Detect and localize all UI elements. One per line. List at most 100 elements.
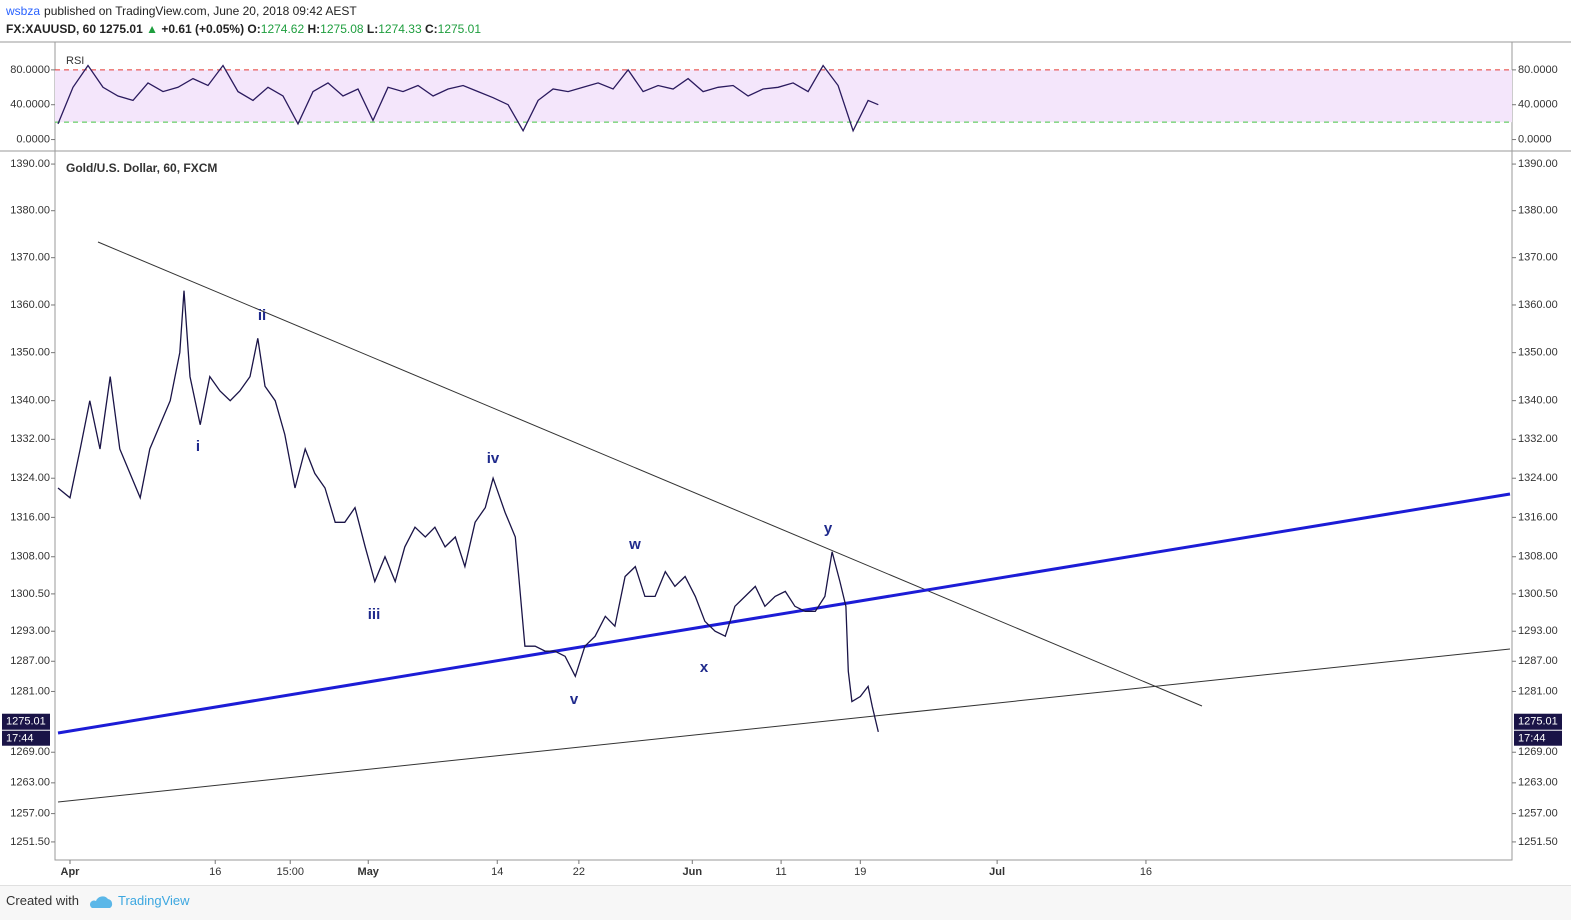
y-tick-label: 40.0000 <box>1518 99 1558 111</box>
y-tick-label: 1269.00 <box>10 746 50 758</box>
y-tick-label: 1390.00 <box>1518 158 1558 170</box>
symbol-line: FX:XAUUSD, 60 1275.01 ▲ +0.61 (+0.05%) O… <box>6 22 481 36</box>
author[interactable]: wsbza <box>6 4 41 18</box>
x-tick-label: 14 <box>491 866 503 878</box>
trendline <box>57 648 1511 803</box>
y-tick-label: 1263.00 <box>10 777 50 789</box>
y-tick-label: 80.0000 <box>10 64 50 76</box>
x-tick-label: 11 <box>775 866 786 878</box>
price-line <box>57 290 879 733</box>
countdown-box <box>1514 730 1562 746</box>
wave-label: y <box>824 520 833 537</box>
x-tick-label: 16 <box>1140 866 1152 878</box>
y-tick-label: 1251.50 <box>10 836 50 848</box>
y-tick-label: 80.0000 <box>1518 64 1558 76</box>
change: +0.61 (+0.05%) <box>161 22 245 36</box>
x-tick-label: 19 <box>854 866 866 878</box>
x-tick-label: May <box>358 866 380 878</box>
x-tick-label: Jun <box>683 866 703 878</box>
y-tick-label: 1251.50 <box>1518 836 1558 848</box>
y-tick-label: 1332.00 <box>1518 433 1558 445</box>
y-tick-label: 1380.00 <box>1518 205 1558 217</box>
y-tick-label: 1340.00 <box>1518 395 1558 407</box>
y-tick-label: 0.0000 <box>16 133 50 145</box>
y-tick-label: 1293.00 <box>1518 625 1558 637</box>
y-tick-label: 0.0000 <box>1518 133 1552 145</box>
y-tick-label: 1257.00 <box>1518 808 1558 820</box>
y-tick-label: 1287.00 <box>1518 655 1558 667</box>
x-tick-label: Jul <box>989 866 1005 878</box>
last-price-label: 1275.01 <box>1518 716 1558 728</box>
ohlc-c-value: 1275.01 <box>437 22 482 36</box>
trendline-blue <box>57 492 1511 735</box>
y-tick-label: 1300.50 <box>1518 588 1558 600</box>
countdown-label: 17:44 <box>1518 733 1546 745</box>
y-tick-label: 1316.00 <box>1518 511 1558 523</box>
arrow: ▲ <box>146 22 158 36</box>
y-tick-label: 1340.00 <box>10 395 50 407</box>
y-tick-label: 1257.00 <box>10 808 50 820</box>
y-tick-label: 1263.00 <box>1518 777 1558 789</box>
publish-line: wsbza published on TradingView.com, June … <box>6 4 357 18</box>
last-price-box <box>2 713 50 730</box>
chart: RSI Gold/U.S. Dollar, 60, FXCM 80.0000 80… <box>0 41 1571 878</box>
countdown-label: 17:44 <box>6 733 34 745</box>
y-tick-label: 1360.00 <box>1518 299 1558 311</box>
wave-label: ii <box>258 307 266 324</box>
ohlc-o: O: <box>247 22 261 36</box>
y-tick-label: 1370.00 <box>10 252 50 264</box>
y-tick-label: 1324.00 <box>1518 472 1558 484</box>
y-tick-label: 1308.00 <box>10 551 50 563</box>
y-tick-label: 1324.00 <box>10 472 50 484</box>
wave-label: i <box>196 438 200 455</box>
y-tick-label: 1281.00 <box>1518 685 1558 697</box>
logo <box>89 896 113 908</box>
ohlc-c: C: <box>424 22 438 36</box>
price-line <box>57 64 879 133</box>
y-tick-label: 1281.00 <box>10 685 50 697</box>
y-tick-label: 1287.00 <box>10 655 50 667</box>
wave-label: v <box>570 691 579 708</box>
wave-label: iii <box>368 606 381 623</box>
x-tick-label: 22 <box>573 866 585 878</box>
y-tick-label: 1360.00 <box>10 299 50 311</box>
y-tick-label: 40.0000 <box>10 99 50 111</box>
last-price-label: 1275.01 <box>6 716 46 728</box>
created-with: Created with <box>6 893 79 908</box>
wave-label: x <box>700 659 709 676</box>
trendline <box>97 241 1203 707</box>
x-tick-label: 16 <box>209 866 221 878</box>
y-tick-label: 1269.00 <box>1518 746 1558 758</box>
y-tick-label: 1332.00 <box>10 433 50 445</box>
ohlc-l: L: <box>366 22 379 36</box>
brand[interactable]: TradingView <box>118 893 190 908</box>
ohlc-l-value: 1274.33 <box>378 22 422 36</box>
y-tick-label: 1300.50 <box>10 588 50 600</box>
ohlc-h-value: 1275.08 <box>320 22 364 36</box>
rsi-band <box>55 69 1512 123</box>
price-title: Gold/U.S. Dollar, 60, FXCM <box>66 161 217 175</box>
x-tick-label: Apr <box>61 866 81 878</box>
last-price-box <box>1514 713 1562 730</box>
y-tick-label: 1350.00 <box>10 347 50 359</box>
wave-label: iv <box>487 450 500 467</box>
y-tick-label: 1308.00 <box>1518 551 1558 563</box>
last: 1275.01 <box>99 22 143 36</box>
published: published on TradingView.com, June 20, 2… <box>44 4 357 18</box>
y-tick-label: 1316.00 <box>10 511 50 523</box>
x-tick-label: 15:00 <box>276 866 304 878</box>
rsi-title: RSI <box>66 55 84 67</box>
y-tick-label: 1350.00 <box>1518 347 1558 359</box>
wave-label: w <box>628 536 641 553</box>
y-tick-label: 1390.00 <box>10 158 50 170</box>
y-tick-label: 1293.00 <box>10 625 50 637</box>
y-tick-label: 1380.00 <box>10 205 50 217</box>
footer: Created with TradingView <box>0 885 1571 920</box>
plot-frame <box>54 41 1513 861</box>
y-tick-label: 1370.00 <box>1518 252 1558 264</box>
symbol: FX:XAUUSD, 60 <box>6 22 97 36</box>
ohlc-h: H: <box>307 22 321 36</box>
countdown-box <box>2 730 50 746</box>
ohlc-o-value: 1274.62 <box>260 22 305 36</box>
